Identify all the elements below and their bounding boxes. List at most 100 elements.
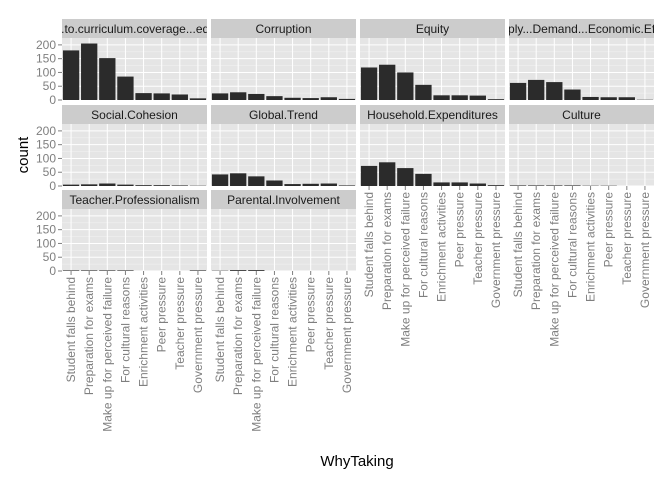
facet-strip xyxy=(62,190,207,209)
x-tick-label: Student falls behind xyxy=(511,192,525,297)
bar xyxy=(248,93,265,100)
x-tick-label: Make up for perceived failure xyxy=(547,192,561,347)
y-tick-label: 50 xyxy=(43,79,57,93)
x-tick-label: Make up for perceived failure xyxy=(398,192,412,347)
bar xyxy=(171,94,188,100)
bar xyxy=(509,185,527,186)
x-tick-label: Government pressure xyxy=(638,192,652,308)
x-axis-title: WhyTaking xyxy=(320,453,393,470)
bar xyxy=(582,96,599,100)
panel-background xyxy=(62,209,207,271)
y-tick-label: 0 xyxy=(49,264,56,278)
bar xyxy=(230,173,247,186)
y-tick-label: 50 xyxy=(43,250,57,264)
x-tick-label: Student falls behind xyxy=(362,192,376,297)
y-tick-label: 150 xyxy=(36,52,56,66)
bar xyxy=(469,95,486,100)
x-tick-label: Enrichment activities xyxy=(286,277,300,387)
facet-panel: Culture Student falls behind Preparation f… xyxy=(509,105,654,347)
bar xyxy=(618,97,635,100)
bar xyxy=(528,185,545,186)
bar xyxy=(564,185,581,186)
bar xyxy=(546,82,563,100)
bar xyxy=(397,168,414,186)
x-tick-label: Preparation for exams xyxy=(82,277,96,395)
bar xyxy=(81,43,98,100)
y-tick-label: 50 xyxy=(43,165,57,179)
y-tick-label: 100 xyxy=(36,151,56,165)
bar xyxy=(62,270,80,271)
bar xyxy=(248,270,265,271)
facet-strip-label: Global.Trend xyxy=(249,108,318,122)
facet-panel: Supply...Demand...Economic.Efficie xyxy=(487,19,672,101)
x-tick-label: Teacher pressure xyxy=(620,192,634,285)
x-tick-label: Peer pressure xyxy=(304,277,318,353)
facet-strip-label: Supply...Demand...Economic.Efficie xyxy=(487,22,672,36)
bar xyxy=(248,176,265,186)
facet-panel: Household.Expenditures Student falls behi… xyxy=(360,105,505,347)
facet-strip xyxy=(62,105,207,124)
bar xyxy=(230,270,247,271)
bar xyxy=(397,72,414,100)
bar xyxy=(360,67,378,100)
x-tick-label: Teacher pressure xyxy=(322,277,336,370)
y-axis-title: count xyxy=(15,136,32,174)
y-tick-label: 200 xyxy=(36,209,56,223)
x-tick-label: Student falls behind xyxy=(64,277,78,382)
bar xyxy=(284,184,301,186)
y-tick-label: 150 xyxy=(36,223,56,237)
x-tick-label: For cultural reasons xyxy=(267,277,281,383)
facet-strip xyxy=(211,190,356,209)
x-tick-label: Make up for perceived failure xyxy=(100,277,114,432)
x-tick-label: Preparation for exams xyxy=(380,192,394,310)
facet-strip xyxy=(62,19,207,38)
facet-panel: Corruption xyxy=(211,19,356,101)
bar xyxy=(266,96,283,100)
x-tick-label: Enrichment activities xyxy=(137,277,151,387)
bar xyxy=(117,76,134,100)
bar xyxy=(379,64,396,100)
panel-background xyxy=(211,38,356,100)
facet-strip xyxy=(360,19,505,38)
facet-strip xyxy=(211,19,356,38)
bar xyxy=(230,92,247,100)
bar xyxy=(451,182,468,186)
facet-strip-label: Social.Cohesion xyxy=(91,108,178,122)
bar xyxy=(135,185,152,186)
bar xyxy=(135,93,152,100)
bar xyxy=(469,183,486,186)
facet-strip-label: Equity xyxy=(416,22,449,36)
facet-strip xyxy=(211,105,356,124)
facet-panel: Equity xyxy=(360,19,505,101)
bar xyxy=(99,58,116,100)
bar xyxy=(379,162,396,186)
bar xyxy=(451,95,468,100)
x-tick-label: Government pressure xyxy=(340,277,354,393)
bar xyxy=(415,84,432,100)
bar xyxy=(189,98,207,100)
x-tick-label: Peer pressure xyxy=(155,277,169,353)
bar xyxy=(211,174,229,186)
bar xyxy=(62,50,80,100)
facet-strip xyxy=(509,19,654,38)
x-tick-label: For cultural reasons xyxy=(565,192,579,298)
x-tick-label: Make up for perceived failure xyxy=(249,277,263,432)
y-tick-label: 200 xyxy=(36,38,56,52)
bar xyxy=(509,82,527,100)
x-tick-label: Government pressure xyxy=(191,277,205,393)
bar xyxy=(81,184,98,186)
x-tick-label: Preparation for exams xyxy=(529,192,543,310)
bar xyxy=(302,98,319,100)
bar xyxy=(433,182,450,186)
bar xyxy=(487,185,505,186)
x-tick-label: Student falls behind xyxy=(213,277,227,382)
bar xyxy=(266,180,283,186)
facet-panel: Parental.Involvement Student falls behind… xyxy=(211,190,356,432)
bar xyxy=(302,183,319,186)
bar xyxy=(338,185,356,186)
bar xyxy=(433,95,450,100)
facet-strip-label: ...ated.to.curriculum.coverage...ed..qua… xyxy=(28,22,241,36)
bar xyxy=(546,185,563,186)
